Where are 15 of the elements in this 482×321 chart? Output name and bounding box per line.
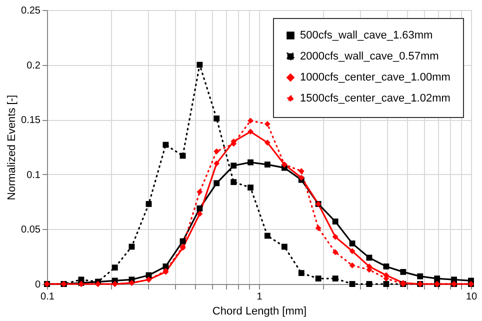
y-tick-label: 0.15 <box>21 115 41 126</box>
legend-label: 2000cfs_wall_cave_0.57mm <box>300 50 439 62</box>
y-tick-label: 0.1 <box>26 170 41 181</box>
legend-label: 1500cfs_center_cave_1.02mm <box>300 92 450 104</box>
legend-label: 1000cfs_center_cave_1.00mm <box>300 72 450 84</box>
y-tick-label: 0.25 <box>21 6 41 16</box>
x-tick-label: 0.1 <box>40 292 55 302</box>
x-tick-label: 10 <box>466 292 478 302</box>
x-tick-label: 1 <box>256 292 263 302</box>
y-tick-label: 0.2 <box>26 60 41 72</box>
y-axis-title: Normalized Events [-] <box>6 94 18 200</box>
x-axis-title: Chord Length [mm] <box>212 306 307 318</box>
y-tick-label: 0.05 <box>21 224 41 236</box>
legend-label: 500cfs_wall_cave_1.63mm <box>300 30 433 42</box>
y-tick-label: 0 <box>34 280 41 290</box>
